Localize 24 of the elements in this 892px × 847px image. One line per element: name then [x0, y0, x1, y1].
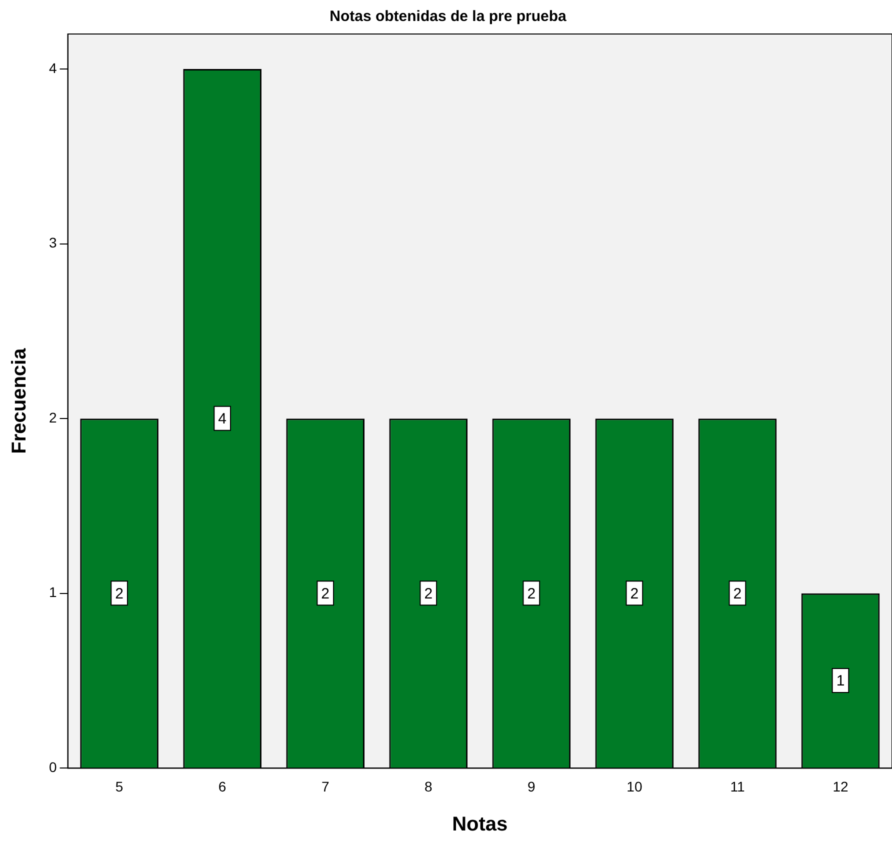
x-axis-title: Notas — [452, 814, 508, 836]
x-tick-label: 6 — [218, 778, 226, 794]
x-tick-label: 10 — [626, 778, 642, 794]
x-tick-label: 8 — [424, 778, 432, 794]
y-tick-label: 0 — [48, 759, 57, 776]
y-tick-label: 1 — [48, 584, 57, 600]
y-tick-label: 3 — [48, 234, 57, 251]
data-label: 2 — [115, 585, 124, 602]
x-tick-label: 11 — [730, 778, 745, 794]
x-tick-label: 12 — [832, 778, 848, 794]
x-tick-label: 7 — [321, 778, 330, 794]
x-tick-label: 5 — [115, 778, 124, 794]
x-tick-label: 9 — [528, 778, 536, 794]
data-label: 2 — [424, 585, 433, 602]
y-axis-title: Frecuencia — [8, 347, 31, 454]
data-label: 1 — [836, 672, 845, 690]
data-label: 2 — [733, 585, 742, 602]
data-label: 4 — [218, 410, 226, 428]
y-tick-label: 4 — [48, 60, 57, 76]
chart-title: Notas obtenidas de la pre prueba — [330, 8, 568, 26]
data-label: 2 — [321, 585, 330, 602]
data-label: 2 — [527, 585, 536, 602]
data-label: 2 — [630, 585, 639, 602]
y-tick-label: 2 — [48, 409, 57, 426]
